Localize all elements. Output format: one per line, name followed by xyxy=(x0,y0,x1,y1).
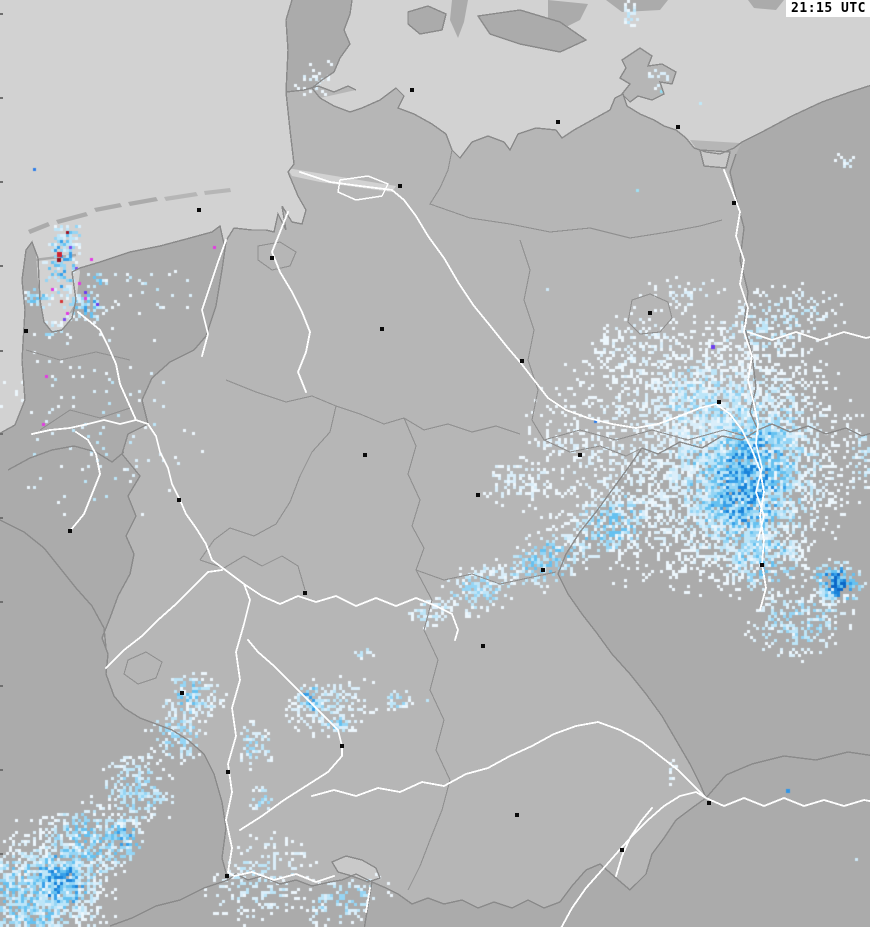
city-dot xyxy=(481,644,485,648)
state-border-mv xyxy=(429,149,723,239)
city-dot xyxy=(676,125,680,129)
edge-tick xyxy=(0,13,3,15)
city-dot xyxy=(578,453,582,457)
city-dot xyxy=(197,208,201,212)
edge-tick xyxy=(0,350,3,352)
timestamp-text: 21:15 UTC xyxy=(791,1,866,16)
timestamp-badge: 21:15 UTC xyxy=(786,0,870,17)
bremen-ring xyxy=(257,241,297,271)
state-border-saarland xyxy=(123,651,163,685)
state-border-bw-bayern xyxy=(407,569,451,891)
berlin-ring xyxy=(627,293,673,335)
city-dot xyxy=(717,400,721,404)
edge-tick xyxy=(0,265,3,267)
city-dot xyxy=(732,201,736,205)
edge-tick xyxy=(0,601,3,603)
city-dot xyxy=(180,691,184,695)
city-dot xyxy=(520,359,524,363)
river-inn xyxy=(560,791,707,927)
edge-tick xyxy=(0,433,3,435)
city-dot xyxy=(707,801,711,805)
belgium-france-border xyxy=(0,519,107,649)
edge-tick xyxy=(0,685,3,687)
switzerland-austria-border xyxy=(363,881,373,927)
river-oder xyxy=(723,169,765,541)
state-border-ns-st xyxy=(335,405,521,435)
city-dot xyxy=(225,874,229,878)
state-border-nrw xyxy=(199,379,337,561)
river-neckar xyxy=(239,639,343,831)
city-dot xyxy=(24,329,28,333)
city-dot xyxy=(398,184,402,188)
city-dot xyxy=(226,770,230,774)
coastline-baltic xyxy=(311,0,870,160)
river-maas xyxy=(69,431,101,532)
nl-province-2 xyxy=(39,407,131,431)
edge-tick xyxy=(0,97,3,99)
river-danube xyxy=(311,721,870,807)
france-switzerland-border xyxy=(109,879,229,927)
river-weser xyxy=(271,211,311,393)
city-dot xyxy=(68,529,72,533)
river-warta xyxy=(747,331,870,341)
state-border-bb-sn xyxy=(543,429,753,441)
river-mosel xyxy=(105,569,223,669)
city-dot xyxy=(363,453,367,457)
hamburg-city-outline xyxy=(337,175,390,201)
city-dot xyxy=(340,744,344,748)
state-border-thueringen-bayern xyxy=(415,569,557,585)
city-dot xyxy=(177,498,181,502)
city-dot xyxy=(515,813,519,817)
island-outlines xyxy=(330,5,731,883)
map-edge-ticks xyxy=(0,13,3,855)
river-ijssel xyxy=(77,311,137,421)
river-salzach xyxy=(615,807,653,877)
city-dot xyxy=(410,88,414,92)
edge-tick xyxy=(0,769,3,771)
city-dot xyxy=(303,591,307,595)
state-border-bb-west xyxy=(519,239,643,457)
city-dot xyxy=(648,311,652,315)
state-border-hessen-thueringen xyxy=(403,417,425,571)
state-borders xyxy=(25,149,753,891)
city-rings xyxy=(337,175,390,201)
city-markers xyxy=(24,88,764,878)
river-rhine xyxy=(31,419,371,913)
river-ems xyxy=(201,239,227,357)
edge-tick xyxy=(0,517,3,519)
city-dot xyxy=(476,493,480,497)
czech-poland-border xyxy=(757,423,870,437)
edge-tick xyxy=(0,853,3,855)
river-elbe xyxy=(299,171,767,611)
city-dot xyxy=(556,120,560,124)
city-dot xyxy=(380,327,384,331)
city-dot xyxy=(270,256,274,260)
germany-border xyxy=(101,85,759,909)
city-dot xyxy=(760,563,764,567)
czech-austria-border xyxy=(705,751,870,799)
coastline xyxy=(0,0,307,435)
rivers xyxy=(31,169,870,927)
river-main xyxy=(243,583,459,641)
belgium-netherlands-border xyxy=(7,445,125,471)
city-dot xyxy=(541,568,545,572)
city-dot xyxy=(620,848,624,852)
state-border-hessen-rp xyxy=(199,555,306,591)
edge-tick xyxy=(0,181,3,183)
